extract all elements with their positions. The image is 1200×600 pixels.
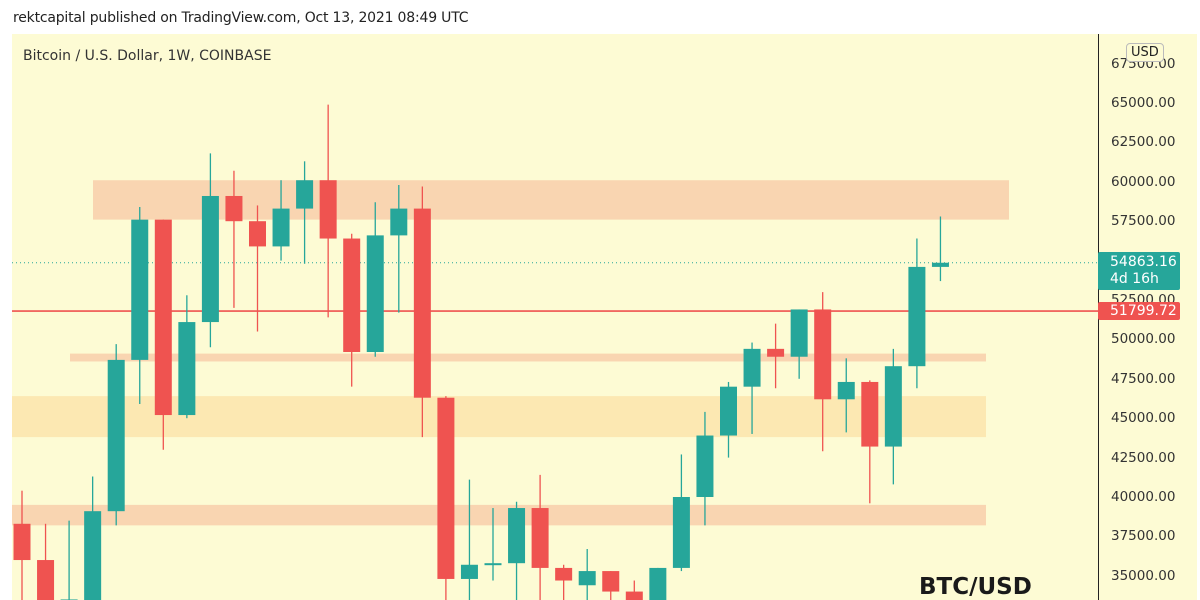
chart-container[interactable]: Bitcoin / U.S. Dollar, 1W, COINBASE BTC/… (12, 34, 1197, 600)
candle-body-down (249, 221, 266, 247)
candle-body-up (578, 571, 596, 586)
price-zone (93, 180, 1009, 220)
publish-info: rektcapital published on TradingView.com… (13, 10, 469, 26)
candle-body-up (178, 322, 196, 416)
candle-body-up (84, 511, 102, 600)
candle-body-down (319, 180, 337, 239)
candle-body-up (296, 180, 314, 209)
candle-body-up (272, 208, 290, 247)
candle-body-up (460, 564, 478, 579)
horizontal-level-label: 51799.72 (1098, 302, 1180, 320)
candle-body-down (343, 238, 361, 353)
price-axis-tick: 65000.00 (1111, 95, 1176, 111)
price-zone (70, 353, 986, 362)
price-axis-tick: 37500.00 (1111, 528, 1176, 545)
candle-body-down (225, 195, 243, 222)
symbol-watermark: BTC/USD (919, 574, 1032, 600)
candle-body-up (790, 309, 808, 357)
price-axis-tick: 42500.00 (1111, 449, 1176, 466)
candle-body-up (696, 435, 714, 497)
candle-body-down (13, 523, 31, 561)
candle-body-down (861, 381, 879, 447)
candle-body-up (131, 219, 149, 360)
price-axis-tick: 45000.00 (1111, 410, 1176, 427)
candle-body-up (649, 567, 667, 600)
candle-body-down (437, 397, 455, 579)
candle-body-up (484, 563, 502, 566)
candlestick-chart[interactable] (12, 34, 1098, 600)
candle-countdown: 4d 16h (1110, 271, 1159, 287)
candle-body-down (555, 567, 573, 581)
candle-body-down (814, 309, 832, 400)
candle-body-up (743, 348, 761, 387)
price-zone (12, 396, 986, 438)
chart-plot-area[interactable]: Bitcoin / U.S. Dollar, 1W, COINBASE BTC/… (12, 34, 1098, 600)
candle-body-up (672, 497, 690, 568)
currency-badge[interactable]: USD (1126, 43, 1164, 62)
candle-body-up (931, 262, 949, 267)
candle-body-up (837, 381, 855, 400)
candle-body-up (390, 208, 408, 236)
candle-body-up (720, 386, 737, 436)
price-axis-tick: 47500.00 (1111, 370, 1176, 387)
price-axis-tick: 62500.00 (1111, 134, 1176, 151)
candle-body-down (625, 591, 643, 600)
candle-body-up (908, 266, 926, 367)
price-axis-tick: 35000.00 (1111, 567, 1176, 584)
price-axis-tick: 50000.00 (1111, 331, 1176, 348)
candle-body-up (508, 508, 526, 564)
price-axis-tick: 60000.00 (1111, 173, 1176, 190)
candle-body-down (154, 219, 172, 416)
current-price-value: 54863.16 (1110, 254, 1177, 270)
price-axis[interactable]: 67500.00 65000.00 62500.00 60000.00 57500.00… (1099, 34, 1197, 600)
candle-body-up (107, 359, 125, 512)
candle-body-down (767, 348, 785, 357)
price-zone (12, 504, 986, 526)
symbol-title[interactable]: Bitcoin / U.S. Dollar, 1W, COINBASE (23, 48, 272, 64)
candle-body-up (201, 195, 219, 323)
candle-body-up (366, 235, 384, 353)
candle-body-down (413, 208, 431, 398)
candle-body-down (602, 571, 620, 592)
price-axis-tick: 57500.00 (1111, 213, 1176, 230)
candle-body-down (531, 508, 549, 568)
candle-body-up (884, 366, 902, 447)
current-price-label: 54863.16 4d 16h (1098, 252, 1180, 290)
candle-body-down (37, 560, 55, 600)
price-axis-tick: 40000.00 (1111, 489, 1176, 505)
